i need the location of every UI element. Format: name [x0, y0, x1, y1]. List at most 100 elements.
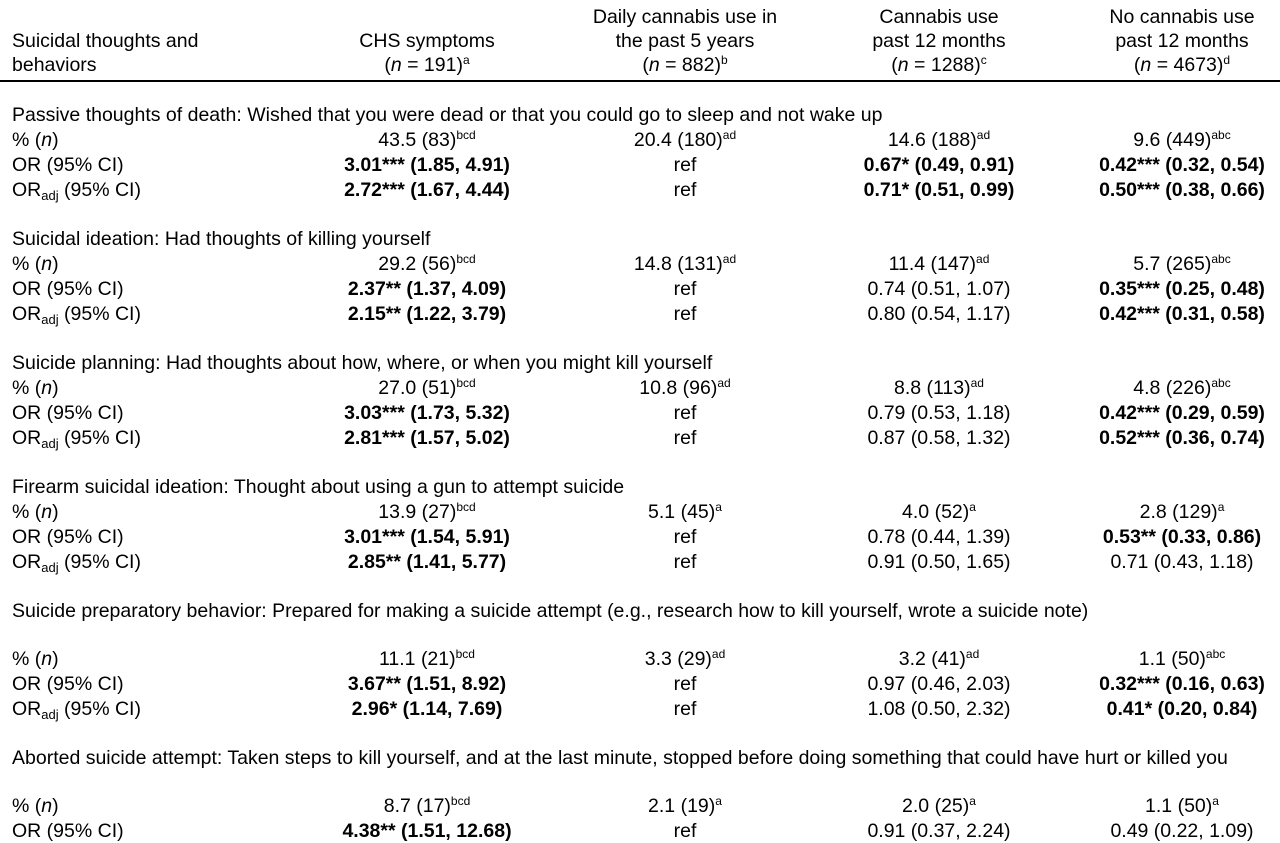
header-col-3-line: Cannabis use — [879, 6, 999, 28]
table-row: OR (95% CI) 3.01*** (1.85, 4.91) ref 0.67* … — [0, 153, 1280, 177]
table-cell: 1.08 (0.50, 2.32) — [867, 698, 1011, 720]
table-cell: 0.49 (0.22, 1.09) — [1110, 820, 1254, 842]
table-cell: 0.74 (0.51, 1.07) — [867, 278, 1011, 300]
table-cell: 20.4 (180)ad — [633, 128, 737, 151]
table-cell: 0.53** (0.33, 0.86) — [1102, 526, 1262, 548]
table-row: OR (95% CI) 3.67** (1.51, 8.92) ref 0.97 (0… — [0, 672, 1280, 696]
footnote-marker: bcd — [456, 252, 476, 266]
section-title: Suicide preparatory behavior: Prepared f… — [12, 600, 1089, 622]
footnote-marker: abc — [1205, 647, 1226, 661]
footnote-marker: bcd — [456, 128, 476, 142]
footnote-marker: d — [1223, 53, 1231, 67]
table-row: OR (95% CI) 2.37** (1.37, 4.09) ref 0.74 (0… — [0, 277, 1280, 301]
table-row: ORadj (95% CI) 2.15** (1.22, 3.79) ref 0.80… — [0, 302, 1280, 326]
table-cell: 14.8 (131)ad — [633, 252, 737, 275]
table-cell: 0.42*** (0.32, 0.54) — [1099, 154, 1265, 176]
section-title: Suicide planning: Had thoughts about how… — [12, 352, 713, 374]
header-col-3-line: past 12 months — [872, 30, 1006, 52]
header-col-4-line: No cannabis use — [1109, 6, 1255, 28]
table-cell: 4.8 (226)abc — [1133, 376, 1231, 399]
table-cell: ref — [673, 427, 697, 449]
row-label: OR (95% CI) — [12, 673, 124, 695]
row-label: ORadj (95% CI) — [12, 303, 141, 327]
table-cell: 5.7 (265)abc — [1133, 252, 1231, 275]
footnote-marker: abc — [1211, 128, 1231, 142]
n-symbol: n — [648, 54, 660, 76]
header-col-2-line: Daily cannabis use in — [592, 6, 778, 28]
footnote-marker: a — [969, 794, 976, 808]
table-row: ORadj (95% CI) 2.85** (1.41, 5.77) ref 0.91… — [0, 550, 1280, 574]
table-cell: ref — [673, 698, 697, 720]
row-label: OR (95% CI) — [12, 278, 124, 300]
n-symbol: n — [41, 129, 53, 151]
table-row: % (n) 43.5 (83)bcd 20.4 (180)ad 14.6 (188)a… — [0, 128, 1280, 152]
table-row: ORadj (95% CI) 2.96* (1.14, 7.69) ref 1.08 … — [0, 697, 1280, 721]
header-col0-line2: behaviors — [12, 54, 97, 76]
footnote-marker: a — [1212, 794, 1219, 808]
table-row: ORadj (95% CI) 2.81*** (1.57, 5.02) ref 0.8… — [0, 426, 1280, 450]
row-label: ORadj (95% CI) — [12, 179, 141, 203]
header-col-3: Cannabis use past 12 months (n = 1288)c — [789, 5, 1089, 77]
n-symbol: n — [1140, 54, 1152, 76]
header-rule — [0, 80, 1280, 82]
row-label: % (n) — [12, 377, 59, 399]
footnote-marker: ad — [722, 128, 737, 142]
table-cell: 0.79 (0.53, 1.18) — [867, 402, 1011, 424]
table-cell: 14.6 (188)ad — [887, 128, 991, 151]
header-col0-line1: Suicidal thoughts and — [12, 30, 199, 52]
table-cell: 3.2 (41)ad — [898, 647, 980, 670]
row-label: ORadj (95% CI) — [12, 698, 141, 722]
table-cell: 2.0 (25)a — [902, 794, 976, 817]
footnote-marker: a — [715, 794, 722, 808]
header-col-4-line: past 12 months — [1115, 30, 1249, 52]
table-cell: 0.87 (0.58, 1.32) — [867, 427, 1011, 449]
table-cell: 2.85** (1.41, 5.77) — [347, 551, 507, 573]
table-cell: 3.67** (1.51, 8.92) — [347, 673, 507, 695]
table-row: OR (95% CI) 4.38** (1.51, 12.68) ref 0.91 (… — [0, 819, 1280, 843]
subscript: adj — [41, 707, 59, 722]
table-cell: 5.1 (45)a — [648, 500, 722, 523]
header-col-2: Daily cannabis use in the past 5 years (n … — [535, 5, 835, 77]
table-cell: ref — [673, 673, 697, 695]
table-cell: 0.52*** (0.36, 0.74) — [1099, 427, 1265, 449]
table-cell: 9.6 (449)abc — [1133, 128, 1231, 151]
footnote-marker: ad — [717, 376, 731, 390]
table-cell: 4.0 (52)a — [902, 500, 976, 523]
row-label: % (n) — [12, 501, 59, 523]
footnote-marker: b — [720, 53, 728, 67]
table-cell: 8.7 (17)bcd — [383, 794, 471, 817]
n-symbol: n — [41, 648, 53, 670]
footnote-marker: ad — [970, 376, 984, 390]
row-label: OR (95% CI) — [12, 402, 124, 424]
footnote-marker: a — [969, 500, 976, 514]
table-cell: 0.42*** (0.29, 0.59) — [1099, 402, 1265, 424]
table-row: OR (95% CI) 3.01*** (1.54, 5.91) ref 0.78 (… — [0, 525, 1280, 549]
n-symbol: n — [41, 377, 53, 399]
table-cell: 3.3 (29)ad — [644, 647, 726, 670]
table-cell: ref — [673, 154, 697, 176]
row-label: OR (95% CI) — [12, 820, 124, 842]
footnote-marker: ad — [711, 647, 726, 661]
footnote-marker: a — [715, 500, 722, 514]
table-cell: 0.41* (0.20, 0.84) — [1106, 698, 1258, 720]
table-cell: 29.2 (56)bcd — [378, 252, 476, 275]
table-row: % (n) 13.9 (27)bcd 5.1 (45)a 4.0 (52)a 2.8 (… — [0, 500, 1280, 524]
table-cell: 0.78 (0.44, 1.39) — [867, 526, 1011, 548]
header-col-2-line: the past 5 years — [615, 30, 755, 52]
table-cell: 2.81*** (1.57, 5.02) — [344, 427, 510, 449]
n-symbol: n — [41, 253, 53, 275]
table-cell: 1.1 (50)abc — [1138, 647, 1226, 670]
header-col-4: No cannabis use past 12 months (n = 4673)d — [1032, 5, 1280, 77]
header-col-2-n: (n = 882)b — [642, 53, 728, 76]
table-cell: 43.5 (83)bcd — [378, 128, 476, 151]
table-cell: 0.71 (0.43, 1.18) — [1110, 551, 1254, 573]
footnote-marker: ad — [976, 128, 991, 142]
table-cell: 0.32*** (0.16, 0.63) — [1099, 673, 1265, 695]
table-cell: 0.42*** (0.31, 0.58) — [1099, 303, 1265, 325]
table-cell: ref — [673, 402, 697, 424]
table-cell: 0.97 (0.46, 2.03) — [867, 673, 1011, 695]
header-col-4-n: (n = 4673)d — [1133, 53, 1231, 76]
table-cell: 11.1 (21)bcd — [379, 647, 475, 670]
table-row: % (n) 29.2 (56)bcd 14.8 (131)ad 11.4 (147)a… — [0, 252, 1280, 276]
n-symbol: n — [897, 54, 909, 76]
